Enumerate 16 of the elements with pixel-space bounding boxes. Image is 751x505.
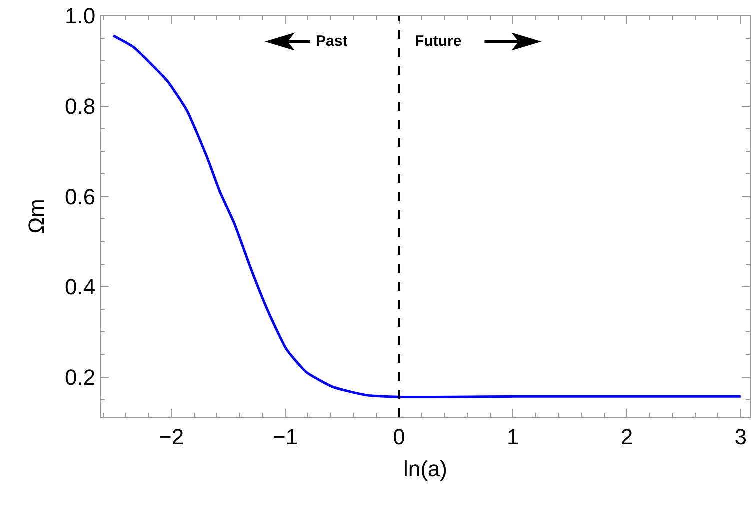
x-tick-label: −2 (159, 424, 184, 450)
x-tick-label: 1 (507, 424, 520, 450)
x-tick-label: 2 (620, 424, 634, 450)
x-tick-label: 0 (393, 424, 406, 450)
y-tick-label: 0.4 (65, 274, 96, 300)
y-tick-label: 1.0 (65, 4, 96, 29)
x-tick-label: 3 (734, 424, 748, 450)
y-tick-label: 0.2 (65, 364, 96, 390)
line-series (112, 34, 742, 398)
y-tick-label: 0.8 (65, 94, 96, 120)
y-tick-label: 0.6 (65, 184, 96, 210)
y-axis-title: Ωm (24, 199, 49, 234)
x-tick-label: −1 (272, 424, 298, 450)
x-axis-title: ln(a) (403, 456, 448, 482)
annotation: Future (415, 33, 462, 50)
annotation: Past (316, 33, 348, 50)
